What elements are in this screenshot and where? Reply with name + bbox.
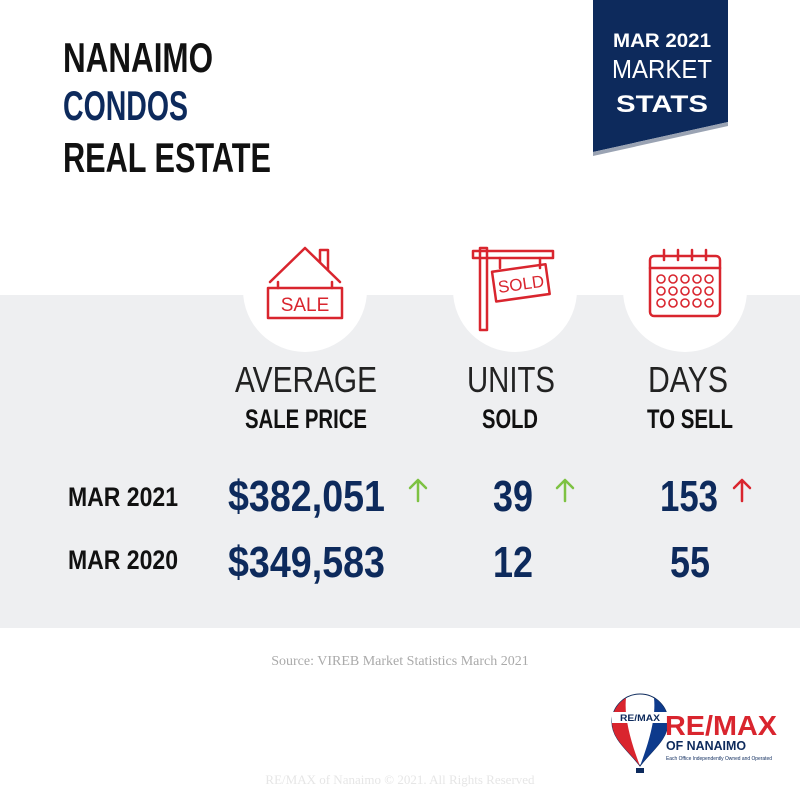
logo-tagline: Each Office Independently Owned and Oper… [666,756,772,762]
stats-band [0,295,800,628]
icon-circle [243,228,367,352]
value: $349,583 [228,538,385,587]
column-subheader: SALE PRICE [245,404,367,434]
row-label: MAR 2020 [68,545,178,575]
up-arrow [555,478,575,503]
logo-brand: RE/MAX [665,710,777,741]
title-line: REAL ESTATE [63,134,271,181]
logo: RE/MAX RE/MAX OF NANAIMO Each Office Ind… [611,693,777,773]
up-arrow [408,478,428,503]
title-line: CONDOS [63,82,188,129]
column-subheader: TO SELL [647,404,733,434]
value: 12 [493,538,533,587]
logo-balloon-text: RE/MAX [620,713,660,723]
logo-office: OF NANAIMO [666,738,746,753]
value: $382,051 [228,472,385,521]
column-subheader: SOLD [482,404,538,434]
badge-text: STATS [616,91,708,118]
value: 153 [660,472,718,521]
icon-circle [623,228,747,352]
row-label: MAR 2021 [68,482,178,512]
column-header: DAYS [648,359,728,400]
source: Source: VIREB Market Statistics March 20… [271,654,529,669]
icon-text: SALE [281,295,330,316]
sale-icon: SALE [266,246,344,320]
badge-date: MAR 2021 [613,31,711,52]
badge-shadow [593,122,728,156]
value: 39 [493,472,533,521]
badge-text: MARKET [612,54,712,84]
value: 55 [670,538,710,587]
title-line: NANAIMO [63,34,213,81]
column-header: AVERAGE [235,359,377,400]
up-arrow [732,478,752,503]
badge [593,0,728,152]
calendar-icon [648,248,722,318]
column-header: UNITS [467,359,555,400]
footer: RE/MAX of Nanaimo © 2021. All Rights Res… [265,772,535,787]
